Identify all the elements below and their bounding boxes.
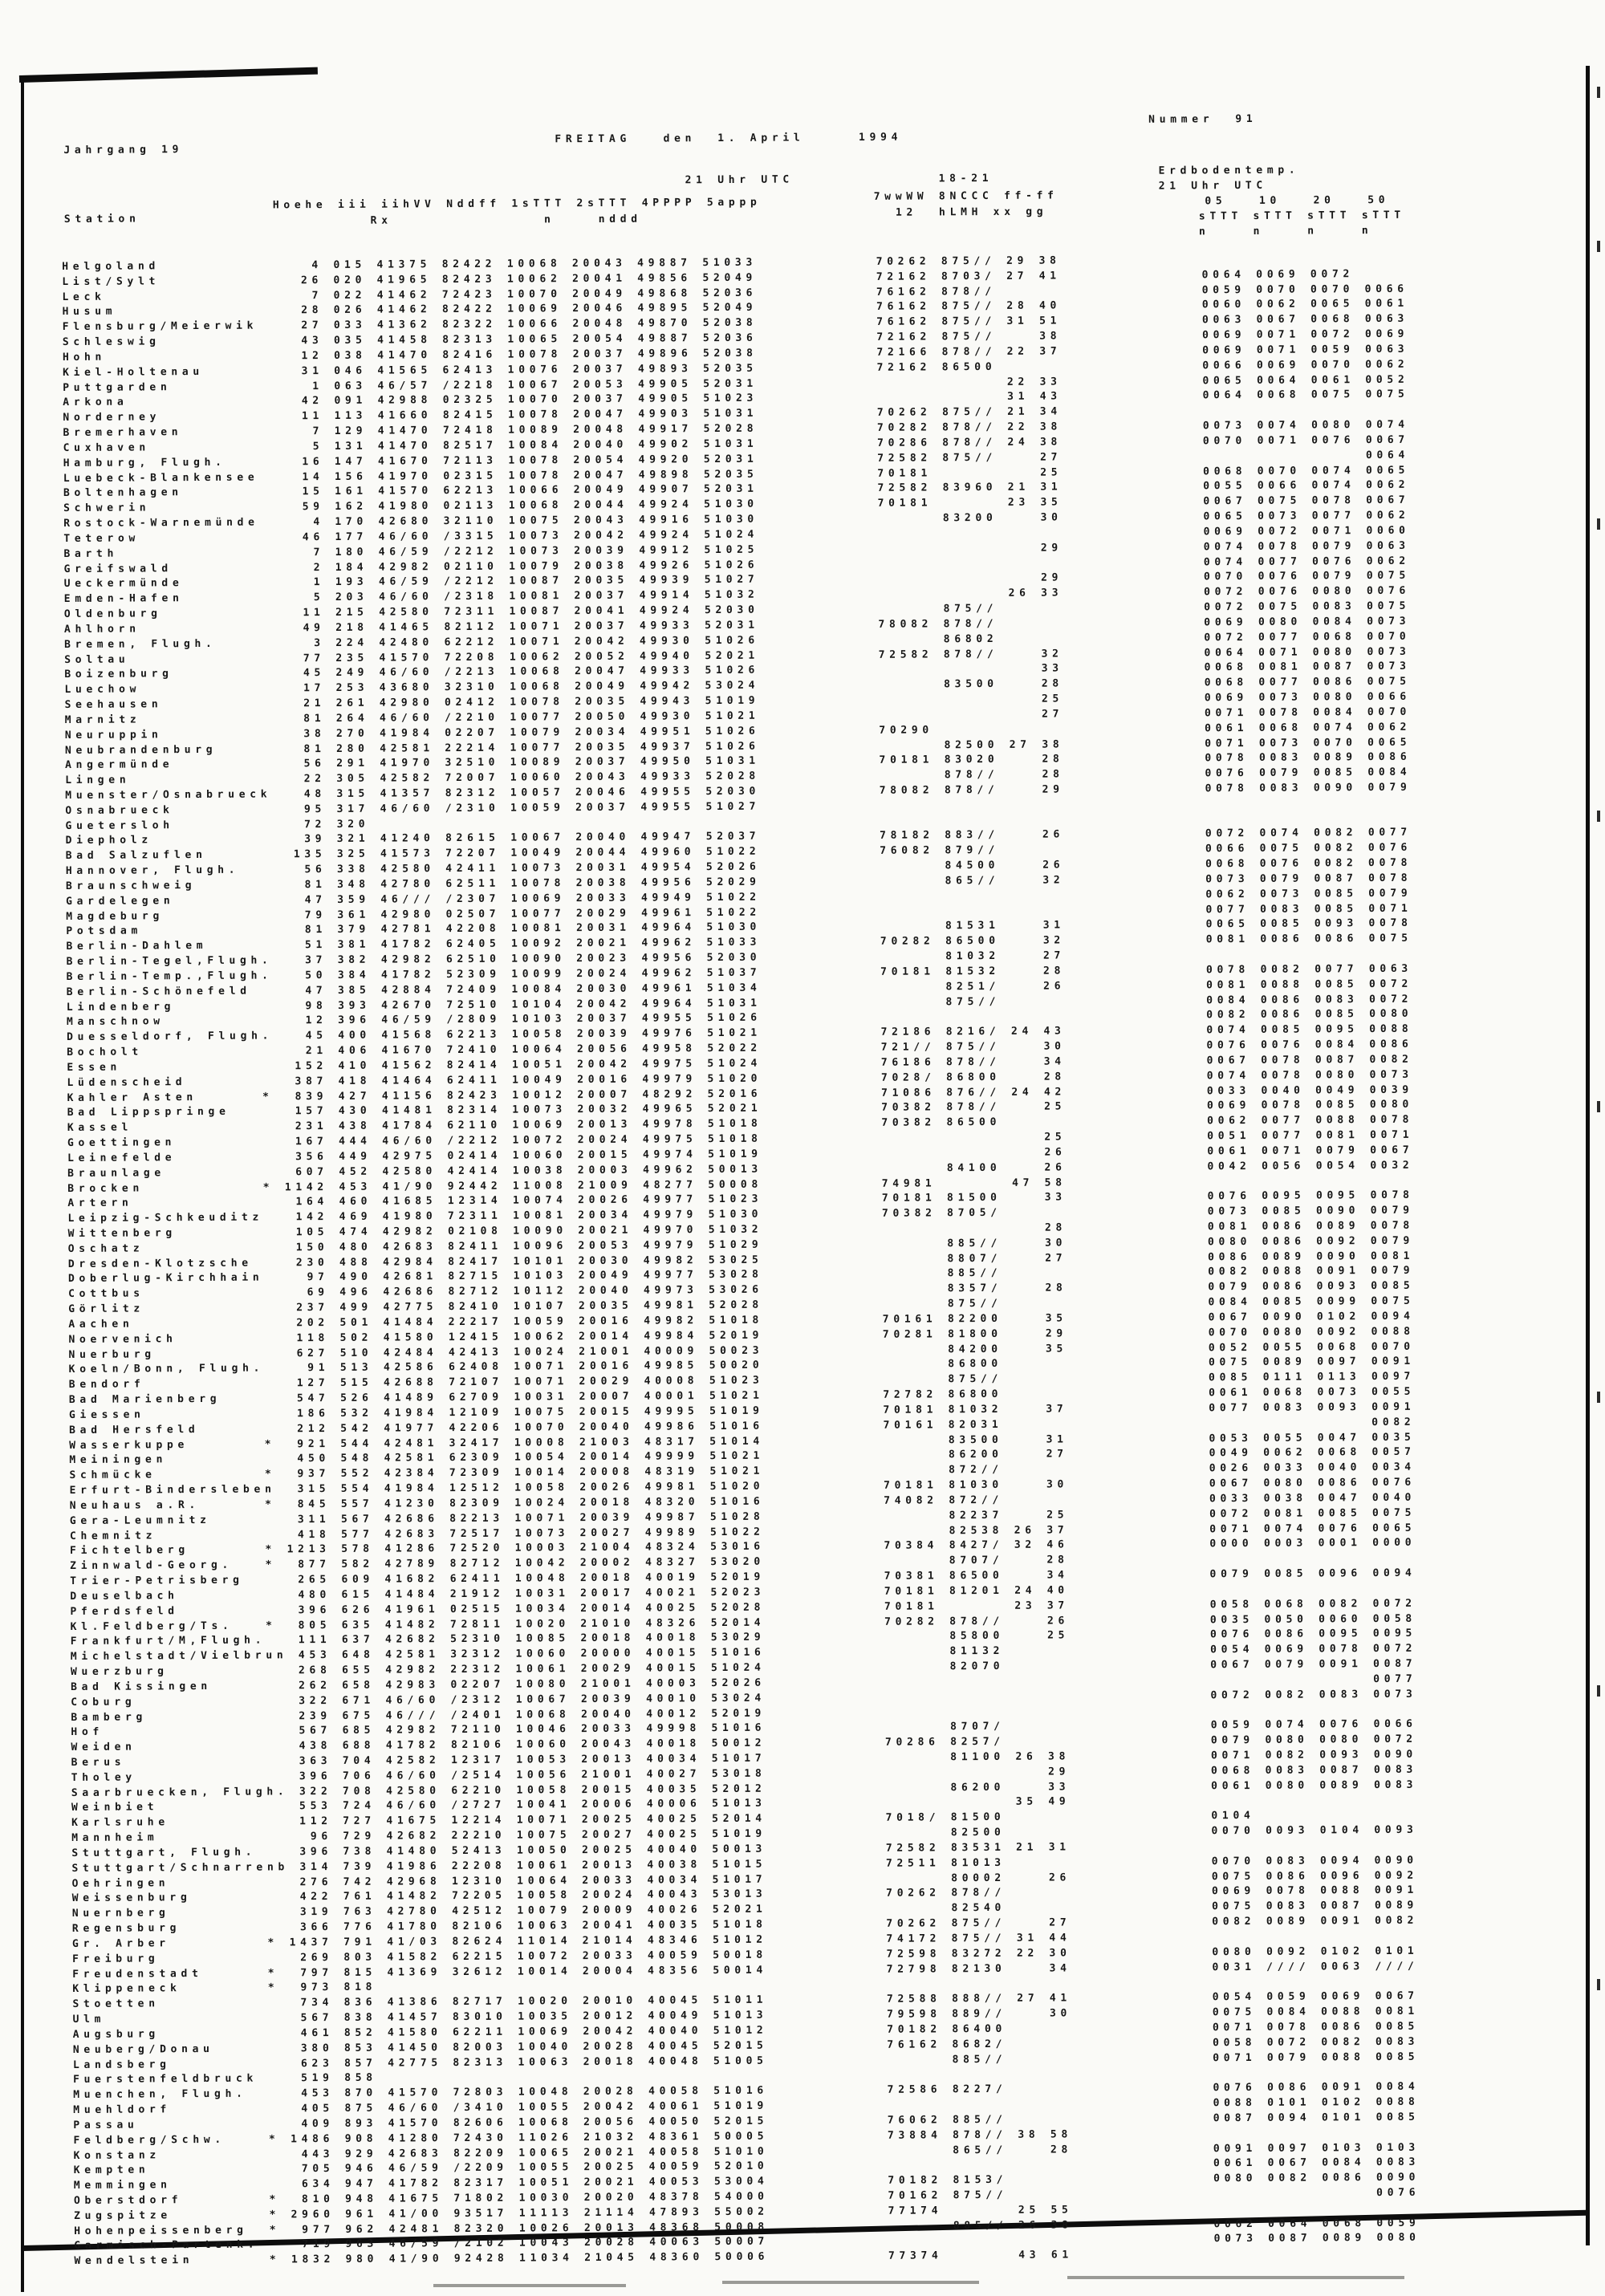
main-column-header: Hoehe iii iihVV Nddff 1sTTT 2sTTT 4PPPP …	[272, 196, 762, 212]
obs-range-label: 18-21	[938, 172, 993, 185]
edge-tick	[1597, 1101, 1600, 1112]
edge-tick	[1597, 518, 1600, 530]
edge-tick	[1597, 811, 1600, 822]
edge-tick	[1597, 1392, 1600, 1403]
edge-tick	[1597, 1979, 1600, 1990]
erdboden-depths: 05 10 20 50	[1193, 193, 1390, 208]
page-border-left	[21, 77, 24, 2292]
page-border-right	[1586, 66, 1590, 2245]
station-column-header: Station	[63, 213, 140, 226]
erdboden-time: 21 Uhr UTC	[1158, 179, 1267, 193]
edge-tick	[1597, 87, 1600, 98]
page-edge-shadow	[433, 2284, 626, 2287]
edge-tick	[1597, 1685, 1600, 1697]
erdboden-codes: sTTT sTTT sTTT sTTT	[1198, 209, 1405, 223]
issue-number: Nummer 91	[1148, 112, 1258, 126]
page-edge-shadow	[1067, 2276, 1404, 2279]
date-line: FREITAG den 1. April 1994	[555, 131, 903, 146]
jahrgang-label: Jahrgang 19	[63, 144, 184, 157]
wx-group-header: 7wwWW 8NCCC ff-ff	[873, 189, 1058, 203]
wx-group-subheader: 12 hLMH xx gg	[873, 205, 1048, 219]
obs-time-label: 21 Uhr UTC	[685, 173, 794, 187]
station-table: Helgoland 4 015 41375 82422 10068 20043 …	[62, 252, 1420, 2270]
erdboden-title: Erdbodentemp.	[1158, 164, 1300, 177]
page-edge-shadow	[722, 2281, 979, 2284]
edge-tick	[1597, 241, 1600, 252]
main-column-subheader: Rx n nddd	[272, 213, 642, 228]
erdboden-units: n n n n	[1198, 225, 1373, 238]
